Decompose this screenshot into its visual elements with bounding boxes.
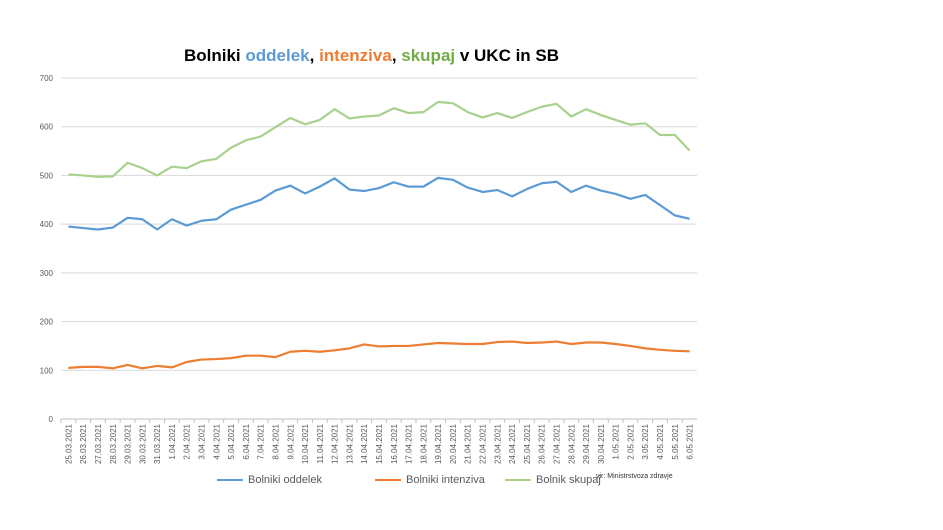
x-tick-label: 1.05.2021 bbox=[612, 423, 621, 459]
x-tick-label: 29.03.2021 bbox=[124, 423, 133, 464]
x-tick-label: 22.04.2021 bbox=[479, 423, 488, 464]
x-tick-label: 9.04.2021 bbox=[286, 423, 295, 459]
title-part: Bolniki bbox=[183, 46, 246, 65]
x-tick-label: 25.03.2021 bbox=[64, 423, 73, 464]
x-tick-label: 20.04.2021 bbox=[449, 423, 458, 464]
x-tick-label: 28.03.2021 bbox=[109, 423, 118, 464]
x-tick-label: 15.04.2021 bbox=[375, 423, 384, 464]
title-part: oddelek bbox=[245, 46, 310, 65]
x-tick-label: 28.04.2021 bbox=[567, 423, 576, 464]
y-tick-label: 100 bbox=[40, 366, 54, 375]
title-part: , bbox=[391, 46, 402, 65]
x-tick-label: 2.05.2021 bbox=[626, 423, 635, 459]
series-line-bolniki-intenziva bbox=[68, 340, 690, 370]
x-tick-label: 4.04.2021 bbox=[212, 423, 221, 459]
x-tick-label: 30.03.2021 bbox=[138, 423, 147, 464]
y-tick-label: 700 bbox=[40, 74, 54, 83]
x-tick-label: 18.04.2021 bbox=[419, 423, 428, 464]
x-tick-label: 10.04.2021 bbox=[301, 423, 310, 464]
y-tick-label: 200 bbox=[40, 318, 54, 327]
y-tick-label: 400 bbox=[40, 220, 54, 229]
x-tick-label: 27.04.2021 bbox=[552, 423, 561, 464]
title-part: , bbox=[309, 46, 320, 65]
x-tick-label: 13.04.2021 bbox=[345, 423, 354, 464]
x-tick-label: 26.03.2021 bbox=[79, 423, 88, 464]
x-tick-label: 21.04.2021 bbox=[464, 423, 473, 464]
legend-label: Bolniki oddelek bbox=[248, 474, 322, 486]
series-line-bolniki-oddelek bbox=[68, 176, 690, 231]
legend-item-intenziva: Bolniki intenziva bbox=[375, 474, 485, 486]
x-tick-label: 11.04.2021 bbox=[316, 423, 325, 463]
x-tick-label: 8.04.2021 bbox=[271, 423, 280, 459]
x-tick-label: 19.04.2021 bbox=[434, 423, 443, 464]
x-tick-label: 3.05.2021 bbox=[641, 423, 650, 459]
title-part: skupaj bbox=[401, 46, 456, 65]
y-tick-label: 300 bbox=[40, 269, 54, 278]
series-line-bolnik-skupaj bbox=[68, 100, 691, 178]
x-tick-label: 27.03.2021 bbox=[94, 423, 103, 464]
x-tick-label: 14.04.2021 bbox=[360, 423, 369, 464]
x-tick-label: 6.05.2021 bbox=[686, 423, 695, 459]
x-tick-label: 24.04.2021 bbox=[508, 423, 517, 464]
x-tick-label: 17.04.2021 bbox=[405, 423, 414, 464]
x-tick-label: 30.04.2021 bbox=[597, 423, 606, 464]
x-tick-label: 12.04.2021 bbox=[331, 423, 340, 464]
x-tick-label: 25.04.2021 bbox=[523, 423, 532, 464]
x-tick-label: 7.04.2021 bbox=[257, 423, 266, 459]
y-tick-label: 0 bbox=[49, 415, 54, 424]
y-tick-label: 600 bbox=[40, 123, 54, 132]
legend-item-skupaj: Bolnik skupaj bbox=[505, 474, 601, 486]
chart-title: Bolniki oddelek, intenziva, skupaj v UKC… bbox=[0, 46, 743, 66]
x-tick-label: 4.05.2021 bbox=[656, 423, 665, 459]
legend-swatch bbox=[217, 478, 243, 482]
legend-item-oddelek: Bolniki oddelek bbox=[217, 474, 322, 486]
title-part: v UKC in SB bbox=[455, 46, 560, 65]
x-tick-label: 6.04.2021 bbox=[242, 423, 251, 459]
x-tick-label: 26.04.2021 bbox=[538, 423, 547, 464]
y-tick-label: 500 bbox=[40, 171, 54, 180]
title-part: intenziva bbox=[319, 46, 392, 65]
legend-swatch bbox=[375, 478, 401, 482]
x-tick-label: 23.04.2021 bbox=[493, 423, 502, 464]
x-tick-label: 5.05.2021 bbox=[671, 423, 680, 459]
legend-label: Bolnik skupaj bbox=[536, 474, 601, 486]
x-tick-label: 31.03.2021 bbox=[153, 423, 162, 464]
source-note: vir: Ministrstvoza zdravje bbox=[596, 473, 673, 480]
legend-swatch bbox=[505, 478, 531, 482]
x-tick-label: 29.04.2021 bbox=[582, 423, 591, 464]
x-tick-label: 3.04.2021 bbox=[198, 423, 207, 459]
x-tick-label: 5.04.2021 bbox=[227, 423, 236, 459]
x-tick-label: 16.04.2021 bbox=[390, 423, 399, 464]
x-tick-label: 1.04.2021 bbox=[168, 423, 177, 459]
x-tick-label: 2.04.2021 bbox=[183, 423, 192, 459]
legend-label: Bolniki intenziva bbox=[406, 474, 485, 486]
